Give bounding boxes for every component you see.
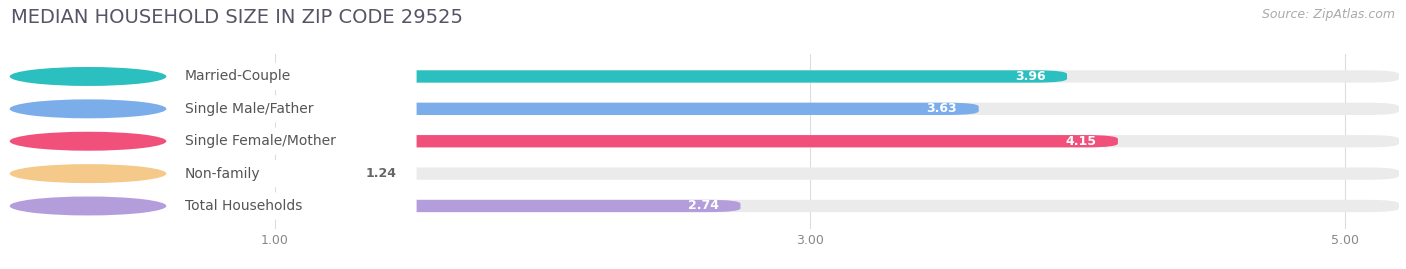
FancyBboxPatch shape xyxy=(7,200,741,212)
Text: Total Households: Total Households xyxy=(186,199,302,213)
Text: Source: ZipAtlas.com: Source: ZipAtlas.com xyxy=(1261,8,1395,21)
Circle shape xyxy=(10,67,166,86)
FancyBboxPatch shape xyxy=(7,167,1399,180)
Text: Single Male/Father: Single Male/Father xyxy=(186,102,314,116)
Circle shape xyxy=(10,99,166,118)
FancyBboxPatch shape xyxy=(7,103,979,115)
FancyBboxPatch shape xyxy=(7,167,339,180)
FancyBboxPatch shape xyxy=(1,192,416,220)
Text: 3.96: 3.96 xyxy=(1015,70,1046,83)
FancyBboxPatch shape xyxy=(7,70,1067,83)
FancyBboxPatch shape xyxy=(1,63,416,90)
FancyBboxPatch shape xyxy=(7,135,1399,147)
FancyBboxPatch shape xyxy=(1,95,416,122)
Text: Single Female/Mother: Single Female/Mother xyxy=(186,134,336,148)
Text: 3.63: 3.63 xyxy=(927,102,957,115)
FancyBboxPatch shape xyxy=(1,160,416,187)
FancyBboxPatch shape xyxy=(7,200,1399,212)
Text: Non-family: Non-family xyxy=(186,167,260,180)
Circle shape xyxy=(10,197,166,215)
Text: Married-Couple: Married-Couple xyxy=(186,69,291,83)
Circle shape xyxy=(10,132,166,151)
FancyBboxPatch shape xyxy=(7,103,1399,115)
Text: 4.15: 4.15 xyxy=(1066,135,1097,148)
Text: 1.24: 1.24 xyxy=(366,167,396,180)
FancyBboxPatch shape xyxy=(7,70,1399,83)
Text: MEDIAN HOUSEHOLD SIZE IN ZIP CODE 29525: MEDIAN HOUSEHOLD SIZE IN ZIP CODE 29525 xyxy=(11,8,463,27)
Circle shape xyxy=(10,164,166,183)
Text: 2.74: 2.74 xyxy=(688,200,718,213)
FancyBboxPatch shape xyxy=(1,128,416,155)
FancyBboxPatch shape xyxy=(7,135,1118,147)
